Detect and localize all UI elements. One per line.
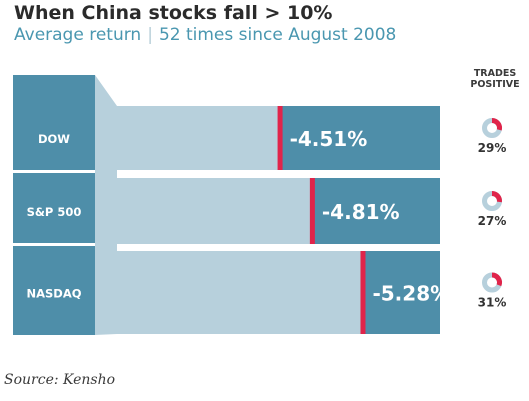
trades-positive-label: 27%: [478, 214, 507, 228]
trades-positive-label: 29%: [478, 141, 507, 155]
subtitle-detail: 52 times since August 2008: [158, 25, 397, 45]
subtitle-separator: |: [147, 25, 153, 45]
bar-marker: [309, 178, 315, 244]
connector-shape: [95, 75, 117, 335]
trades-header-line1: TRADES: [473, 68, 517, 79]
data-label: -4.51%: [290, 127, 368, 151]
bar: [279, 106, 440, 170]
chart-title: When China stocks fall > 10%: [14, 2, 333, 24]
chart-subtitle: Average return | 52 times since August 200…: [14, 25, 396, 45]
label-separator: [13, 170, 95, 173]
category-label: DOW: [38, 132, 70, 146]
bar: [311, 178, 440, 244]
chart-root: -4.51% DOW 29% -4.81% S&P 500 27% -5.28% NASDAQ…: [13, 75, 506, 335]
donut-slice: [491, 272, 502, 287]
label-panel: [13, 75, 95, 335]
trades-header-line2: POSITIVE: [470, 79, 520, 90]
category-label: NASDAQ: [26, 287, 81, 301]
trades-positive-label: 31%: [478, 296, 507, 310]
data-label: -4.81%: [322, 200, 400, 224]
donut-slice: [491, 118, 502, 131]
donut-slice: [491, 191, 502, 203]
bar-marker: [360, 251, 366, 334]
trades-positive-header: TRADES POSITIVE: [462, 68, 528, 90]
subtitle-main: Average return: [14, 25, 142, 45]
source-note: Source: Kensho: [4, 372, 116, 388]
label-separator: [13, 243, 95, 246]
data-label: -5.28%: [372, 282, 450, 306]
bar-marker: [277, 106, 283, 170]
bar: [362, 251, 440, 334]
category-label: S&P 500: [27, 205, 82, 219]
